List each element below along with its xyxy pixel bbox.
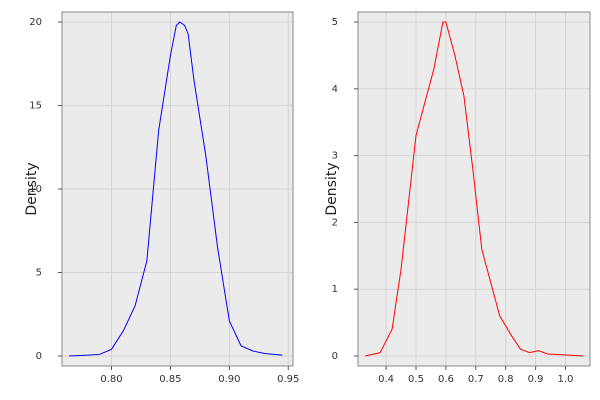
x-tick-label: 0.7 — [468, 374, 484, 385]
y-tick-label: 0 — [36, 351, 42, 362]
y-tick-label: 2 — [332, 217, 338, 228]
plot-background — [358, 12, 590, 366]
y-tick-label: 10 — [29, 184, 42, 195]
y-tick-label: 4 — [332, 84, 338, 95]
x-tick-label: 0.5 — [408, 374, 424, 385]
y-axis-label: Density — [324, 162, 340, 215]
plot-frame — [61, 11, 294, 367]
x-tick-label: 0.8 — [498, 374, 514, 385]
y-tick-label: 1 — [332, 284, 338, 295]
x-tick-label: 0.85 — [159, 374, 181, 385]
y-tick-label: 5 — [332, 17, 338, 28]
x-tick-label: 0.90 — [218, 374, 240, 385]
y-tick-label: 20 — [29, 17, 42, 28]
density-line — [365, 21, 584, 357]
y-tick-label: 15 — [29, 101, 42, 112]
x-tick-label: 1.0 — [558, 374, 574, 385]
y-tick-label: 3 — [332, 151, 338, 162]
x-tick-label: 0.4 — [378, 374, 394, 385]
y-tick-label: 5 — [36, 267, 42, 278]
y-tick-label: 0 — [332, 351, 338, 362]
x-tick-label: 0.80 — [100, 374, 122, 385]
y-axis-label: Density — [24, 162, 40, 215]
x-tick-label: 0.6 — [438, 374, 454, 385]
x-tick-label: 0.95 — [277, 374, 299, 385]
density-line — [69, 21, 283, 357]
plot-frame — [357, 11, 591, 367]
x-tick-label: 0.9 — [528, 374, 544, 385]
